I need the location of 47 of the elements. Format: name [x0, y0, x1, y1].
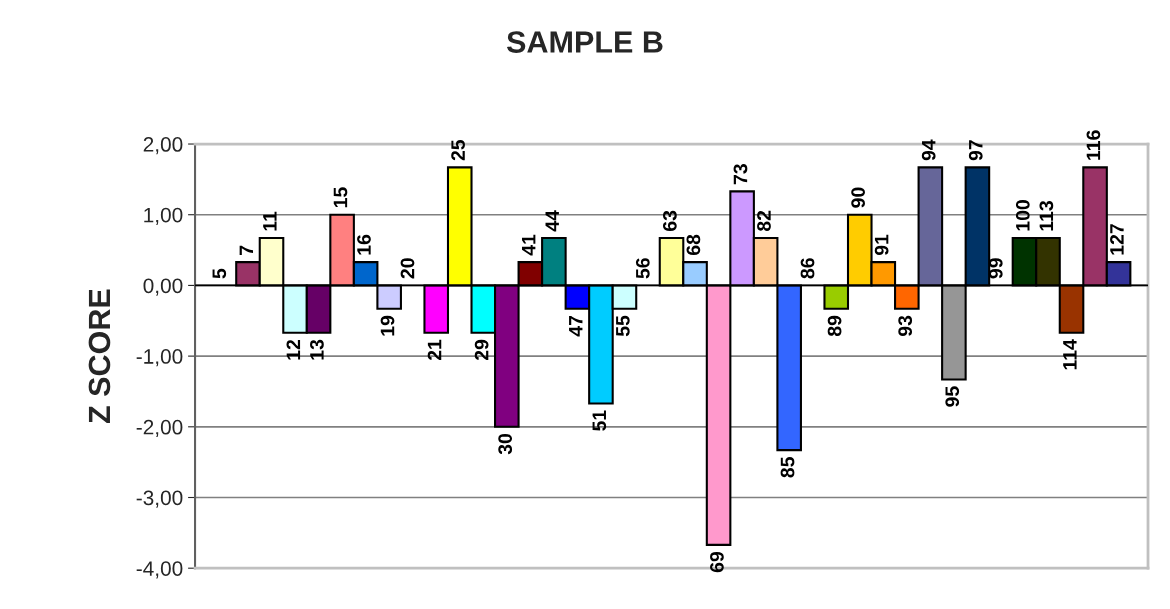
x-tick-label: 91 — [874, 234, 889, 256]
x-tick-label: 51 — [592, 410, 607, 431]
x-tick-label: 73 — [733, 164, 748, 185]
x-tick-label: 5 — [212, 268, 227, 279]
chart-title: SAMPLE B — [506, 31, 663, 53]
x-tick-label: 97 — [968, 140, 983, 161]
x-tick-label: 16 — [357, 234, 371, 255]
y-tick-label: -4,00 — [136, 561, 183, 579]
x-tick-label: 29 — [474, 339, 489, 361]
x-tick-label: 12 — [286, 339, 301, 360]
y-tick-label: 0,00 — [143, 278, 183, 296]
x-tick-label: 93 — [898, 315, 913, 337]
x-tick-label: 68 — [686, 234, 701, 256]
x-tick-label: 41 — [521, 234, 536, 256]
y-tick-label: 1,00 — [144, 207, 183, 225]
x-tick-label: 25 — [451, 139, 465, 161]
y-tick-label: -1,00 — [136, 349, 183, 367]
x-tick-label: 20 — [400, 258, 415, 279]
y-tick-label: -3,00 — [136, 490, 183, 508]
x-tick-label: 56 — [635, 258, 650, 279]
x-tick-label: 44 — [545, 210, 559, 232]
x-tick-label: 47 — [569, 315, 583, 337]
x-tick-label: 100 — [1015, 200, 1030, 231]
x-tick-label: 86 — [800, 258, 815, 279]
x-tick-label: 19 — [380, 315, 395, 336]
x-tick-label: 89 — [827, 315, 842, 337]
x-tick-label: 90 — [851, 187, 865, 208]
x-tick-label: 85 — [780, 457, 795, 478]
y-axis-title: Z SCORE — [88, 289, 111, 424]
x-tick-label: 94 — [921, 139, 936, 161]
x-tick-label: 69 — [710, 551, 724, 573]
y-tick-label: -2,00 — [136, 419, 183, 438]
x-tick-label: 13 — [310, 339, 324, 360]
y-tick-label: 2,00 — [143, 137, 183, 155]
x-tick-label: 30 — [498, 433, 513, 455]
x-tick-label: 7 — [239, 245, 254, 255]
x-tick-label: 95 — [945, 386, 960, 407]
x-tick-label: 113 — [1039, 201, 1054, 231]
x-tick-label: 127 — [1110, 224, 1124, 255]
x-tick-label: 82 — [757, 210, 771, 232]
x-tick-label: 55 — [616, 315, 630, 337]
x-tick-label: 11 — [263, 211, 277, 231]
x-tick-label: 63 — [662, 210, 677, 231]
x-tick-label: 114 — [1063, 339, 1077, 370]
x-tick-label: 21 — [427, 339, 442, 361]
x-tick-label: 15 — [333, 187, 348, 208]
x-tick-label: 116 — [1086, 130, 1101, 160]
